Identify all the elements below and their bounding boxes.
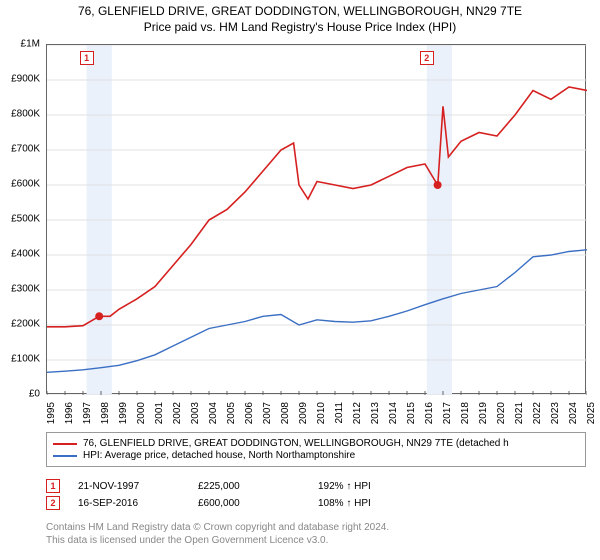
x-tick-label: 2001	[154, 402, 165, 424]
x-tick-label: 1997	[82, 402, 93, 424]
marker-box-2: 2	[420, 51, 434, 65]
y-tick-label: £800K	[11, 109, 40, 120]
y-axis-labels: £0£100K£200K£300K£400K£500K£600K£700K£80…	[0, 44, 44, 394]
x-tick-label: 2017	[442, 402, 453, 424]
series-hpi	[47, 250, 587, 372]
transaction-price: £225,000	[198, 481, 318, 492]
series-property	[47, 87, 587, 327]
legend: 76, GLENFIELD DRIVE, GREAT DODDINGTON, W…	[46, 432, 586, 467]
y-tick-label: £0	[29, 389, 40, 400]
x-tick-label: 2012	[352, 402, 363, 424]
x-tick-label: 1999	[118, 402, 129, 424]
y-tick-label: £500K	[11, 214, 40, 225]
x-tick-label: 1995	[46, 402, 57, 424]
chart-container: 76, GLENFIELD DRIVE, GREAT DODDINGTON, W…	[0, 0, 600, 560]
transaction-price: £600,000	[198, 498, 318, 509]
x-tick-label: 2010	[316, 402, 327, 424]
transaction-marker-box: 2	[46, 496, 60, 510]
x-tick-label: 2025	[586, 402, 597, 424]
title-block: 76, GLENFIELD DRIVE, GREAT DODDINGTON, W…	[0, 0, 600, 36]
transaction-hpi: 108% ↑ HPI	[318, 498, 371, 509]
transaction-date: 16-SEP-2016	[78, 498, 198, 509]
marker-dot-1	[95, 312, 103, 320]
x-tick-label: 2019	[478, 402, 489, 424]
x-tick-label: 2024	[568, 402, 579, 424]
x-tick-label: 2005	[226, 402, 237, 424]
x-tick-label: 1998	[100, 402, 111, 424]
y-tick-label: £900K	[11, 74, 40, 85]
marker-box-1: 1	[80, 51, 94, 65]
y-tick-label: £1M	[21, 39, 40, 50]
transaction-row: 1 21-NOV-1997£225,000192% ↑ HPI	[46, 479, 586, 493]
x-tick-label: 2008	[280, 402, 291, 424]
legend-item: 76, GLENFIELD DRIVE, GREAT DODDINGTON, W…	[53, 438, 579, 449]
x-tick-label: 2006	[244, 402, 255, 424]
x-tick-label: 2018	[460, 402, 471, 424]
y-tick-label: £600K	[11, 179, 40, 190]
legend-item: HPI: Average price, detached house, Nort…	[53, 450, 579, 461]
x-tick-label: 2020	[496, 402, 507, 424]
footer-line1: Contains HM Land Registry data © Crown c…	[46, 522, 586, 535]
x-tick-label: 2004	[208, 402, 219, 424]
legend-label: HPI: Average price, detached house, Nort…	[83, 450, 355, 461]
transaction-hpi: 192% ↑ HPI	[318, 481, 371, 492]
legend-swatch	[53, 443, 77, 445]
x-tick-label: 2023	[550, 402, 561, 424]
y-tick-label: £200K	[11, 319, 40, 330]
x-tick-label: 2022	[532, 402, 543, 424]
x-tick-label: 2014	[388, 402, 399, 424]
chart-plot-area: 12	[46, 44, 586, 394]
transaction-date: 21-NOV-1997	[78, 481, 198, 492]
x-tick-label: 2021	[514, 402, 525, 424]
title-address: 76, GLENFIELD DRIVE, GREAT DODDINGTON, W…	[10, 4, 590, 18]
x-tick-label: 2015	[406, 402, 417, 424]
chart-svg	[47, 45, 587, 395]
legend-swatch	[53, 455, 77, 457]
y-tick-label: £400K	[11, 249, 40, 260]
x-tick-label: 2016	[424, 402, 435, 424]
footer-line2: This data is licensed under the Open Gov…	[46, 535, 586, 548]
y-tick-label: £700K	[11, 144, 40, 155]
legend-label: 76, GLENFIELD DRIVE, GREAT DODDINGTON, W…	[83, 438, 509, 449]
x-tick-label: 2013	[370, 402, 381, 424]
x-tick-label: 2000	[136, 402, 147, 424]
x-tick-label: 2002	[172, 402, 183, 424]
transaction-row: 2 16-SEP-2016£600,000108% ↑ HPI	[46, 496, 586, 510]
x-tick-label: 2011	[334, 402, 345, 424]
transaction-marker-box: 1	[46, 479, 60, 493]
x-tick-label: 2007	[262, 402, 273, 424]
y-tick-label: £100K	[11, 354, 40, 365]
transactions-table: 1 21-NOV-1997£225,000192% ↑ HPI 2 16-SEP-20…	[46, 476, 586, 513]
x-tick-label: 2009	[298, 402, 309, 424]
marker-dot-2	[434, 181, 442, 189]
footer-attribution: Contains HM Land Registry data © Crown c…	[46, 522, 586, 547]
title-subtitle: Price paid vs. HM Land Registry's House …	[10, 20, 590, 34]
x-tick-label: 2003	[190, 402, 201, 424]
x-tick-label: 1996	[64, 402, 75, 424]
y-tick-label: £300K	[11, 284, 40, 295]
